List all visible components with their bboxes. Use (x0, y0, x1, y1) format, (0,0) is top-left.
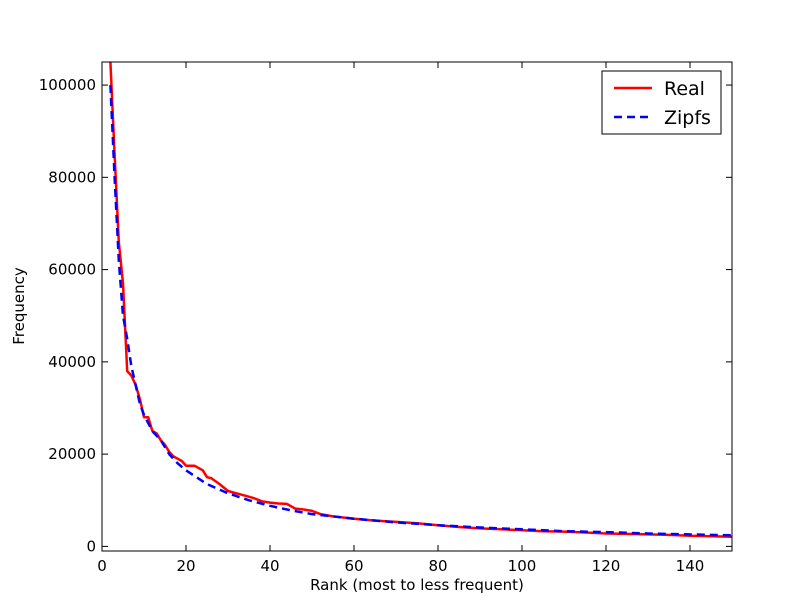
y-tick-label: 40000 (48, 353, 96, 371)
x-tick-label: 140 (676, 557, 705, 575)
legend: Real Zipfs (601, 70, 722, 135)
x-tick-label: 80 (428, 557, 447, 575)
x-tick-label: 20 (176, 557, 195, 575)
y-tick-label: 60000 (48, 261, 96, 279)
plot-frame (101, 61, 733, 552)
legend-label-zipfs: Zipfs (664, 107, 711, 129)
series-line-real (109, 62, 732, 538)
plot-area (102, 62, 732, 551)
x-tick-label: 60 (344, 557, 363, 575)
ticks-layer: 0 20 40 60 80 100 120 140 0 20000 40000 60000 80000 1… (39, 62, 732, 575)
legend-label-real: Real (664, 78, 705, 100)
x-axis-title: Rank (most to less frequent) (310, 576, 524, 594)
y-tick-label: 100000 (39, 76, 96, 94)
x-tick-label: 0 (97, 557, 107, 575)
y-tick-label: 0 (86, 537, 96, 555)
y-tick-label: 80000 (48, 168, 96, 186)
series-layer (109, 62, 732, 538)
legend-box (601, 70, 722, 135)
x-tick-label: 40 (260, 557, 279, 575)
y-tick-label: 20000 (48, 445, 96, 463)
x-tick-label: 100 (508, 557, 537, 575)
series-line-zipfs (109, 85, 732, 537)
x-tick-label: 120 (592, 557, 621, 575)
y-axis-title: Frequency (10, 267, 28, 345)
